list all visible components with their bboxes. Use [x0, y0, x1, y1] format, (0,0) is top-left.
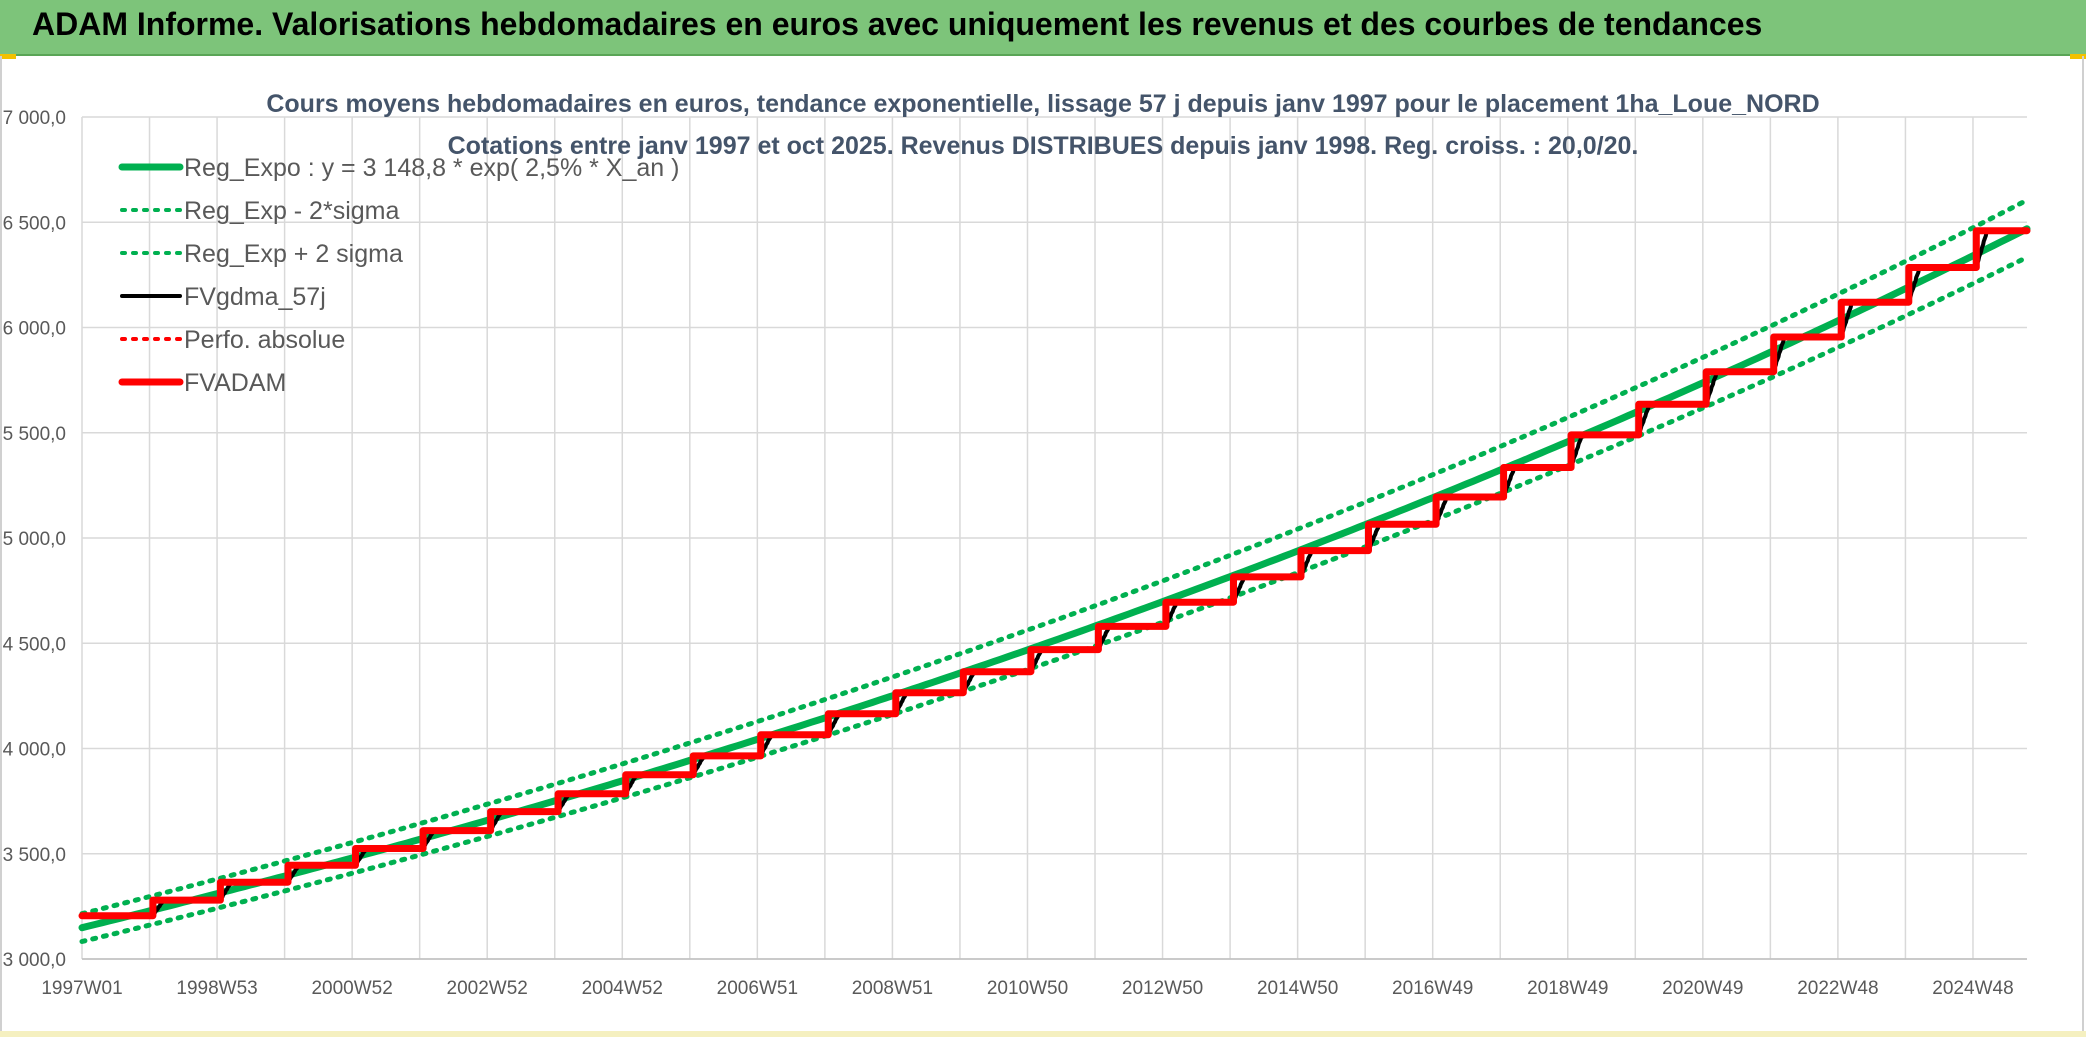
series-line-4	[80, 229, 2029, 918]
chart-grid	[81, 116, 2027, 960]
series-line-3	[80, 228, 2029, 918]
y-tick-label: 4 000,0	[3, 740, 66, 761]
y-tick-label: 6 500,0	[3, 213, 66, 234]
bottom-bar	[0, 1031, 2086, 1037]
x-tick-label: 2024W48	[1932, 978, 2013, 999]
x-tick-label: 2022W48	[1797, 978, 1878, 999]
chart-frame	[0, 56, 2084, 1035]
x-tick-label: 2004W52	[582, 978, 663, 999]
series-line-2	[79, 197, 2030, 917]
legend-label: Reg_Exp - 2*sigma	[184, 197, 399, 225]
series-layer	[78, 197, 2031, 944]
legend-label: Perfo. absolue	[184, 326, 345, 354]
y-tick-label: 6 000,0	[3, 319, 66, 340]
x-tick-label: 2018W49	[1527, 978, 1608, 999]
y-tick-label: 4 500,0	[3, 634, 66, 655]
x-tick-label: 1997W01	[41, 978, 122, 999]
x-tick-label: 2014W50	[1257, 978, 1338, 999]
y-tick-label: 3 000,0	[3, 950, 66, 971]
legend-label: FVADAM	[184, 369, 286, 397]
y-axis: 3 000,0 3 500,0 4 000,0 4 500,0 5 000,0 5 500…	[3, 108, 66, 971]
report-banner: ADAM Informe. Valorisations hebdomadaire…	[0, 0, 2086, 56]
x-tick-label: 1998W53	[176, 978, 257, 999]
legend-label: FVgdma_57j	[184, 283, 326, 311]
x-tick-label: 2000W52	[311, 978, 392, 999]
series-line-0	[78, 225, 2031, 932]
corner-marker-left	[0, 54, 16, 59]
chart-legend: Reg_Expo : y = 3 148,8 * exp( 2,5% * X_a…	[118, 154, 679, 397]
legend-label: Reg_Exp + 2 sigma	[184, 240, 403, 268]
x-tick-label: 2016W49	[1392, 978, 1473, 999]
valuation-chart: 3 000,0 3 500,0 4 000,0 4 500,0 5 000,0 5 500…	[3, 90, 2031, 999]
legend-label: Reg_Expo : y = 3 148,8 * exp( 2,5% * X_a…	[184, 154, 679, 182]
x-axis: 1997W01 1998W53 2000W52 2002W52 2004W52 2006W…	[41, 958, 2027, 999]
x-tick-label: 2006W51	[717, 978, 798, 999]
x-tick-label: 2002W52	[447, 978, 528, 999]
series-line-1	[79, 254, 2030, 944]
x-tick-label: 2010W50	[987, 978, 1068, 999]
chart-title-line1: Cours moyens hebdomadaires en euros, ten…	[266, 90, 1819, 118]
report-title: ADAM Informe. Valorisations hebdomadaire…	[32, 6, 1763, 42]
y-tick-label: 5 500,0	[3, 424, 66, 445]
corner-marker-right	[2070, 54, 2086, 59]
chart-title-line2: Cotations entre janv 1997 et oct 2025. R…	[448, 132, 1639, 160]
series-line-5	[78, 227, 2031, 920]
y-tick-label: 5 000,0	[3, 529, 66, 550]
x-tick-label: 2020W49	[1662, 978, 1743, 999]
y-tick-label: 3 500,0	[3, 845, 66, 866]
x-tick-label: 2008W51	[852, 978, 933, 999]
x-tick-label: 2012W50	[1122, 978, 1203, 999]
y-tick-label: 7 000,0	[3, 108, 66, 129]
